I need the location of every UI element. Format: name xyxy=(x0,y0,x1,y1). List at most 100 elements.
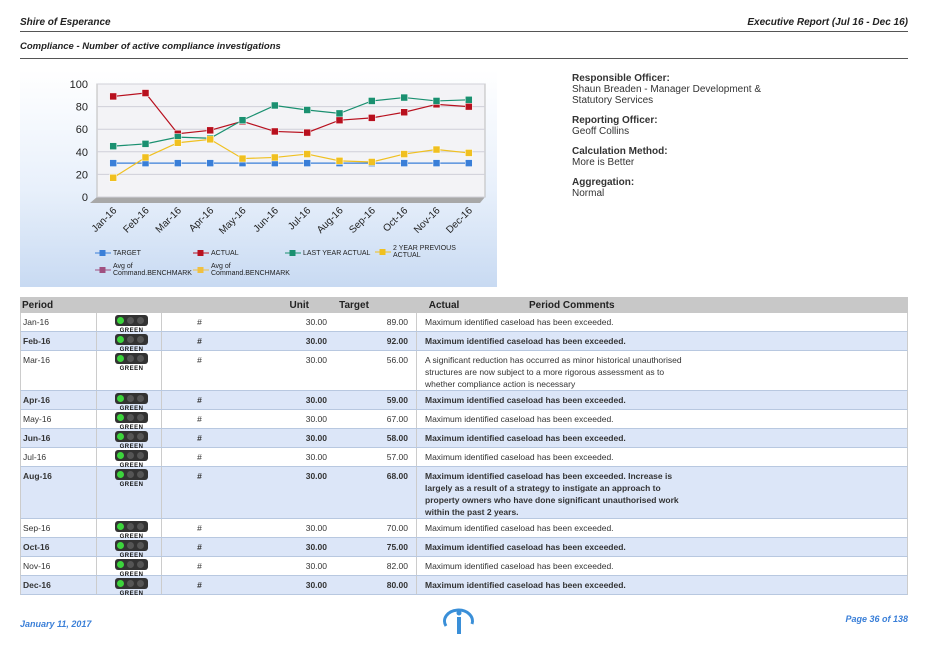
lamp xyxy=(117,355,124,362)
table-row: Jun-16 GREEN #30.00 58.00 Maximum identified… xyxy=(20,429,908,450)
cell: 56.00 xyxy=(327,351,417,390)
status-cell: GREEN xyxy=(96,429,162,450)
marker xyxy=(109,159,117,167)
lamp xyxy=(117,317,124,324)
marker xyxy=(400,108,408,116)
legend-item: ACTUAL xyxy=(193,249,283,257)
status-text: GREEN xyxy=(119,444,144,450)
marker xyxy=(109,142,117,150)
cell: Jul-16 xyxy=(23,452,47,462)
marker xyxy=(335,157,344,165)
marker xyxy=(368,97,376,105)
y-tick-label: 80 xyxy=(76,102,88,114)
status-text: GREEN xyxy=(119,425,144,431)
y-tick-label: 60 xyxy=(76,124,88,136)
table-row: Apr-16 GREEN #30.00 59.00 Maximum identified… xyxy=(20,391,908,412)
cell: 68.00 xyxy=(327,467,417,518)
status-cell: GREEN xyxy=(96,332,162,353)
lamp xyxy=(127,523,134,530)
legend-label: LAST YEAR ACTUAL xyxy=(303,249,371,257)
cell: Maximum identified caseload has been exc… xyxy=(425,471,679,517)
cell: # xyxy=(197,414,202,424)
cell: 30.00 xyxy=(305,580,327,590)
cell: # xyxy=(197,452,202,462)
legend-swatch xyxy=(193,250,209,256)
legend-marker xyxy=(197,267,204,273)
status-cell: GREEN xyxy=(96,351,162,390)
table-row: Sep-16 GREEN #30.00 70.00 Maximum identified… xyxy=(20,519,908,540)
legend-marker xyxy=(379,249,386,255)
cell: 30.00 xyxy=(305,336,327,346)
traffic-light xyxy=(115,315,148,326)
status-cell: GREEN xyxy=(96,576,162,597)
marker xyxy=(206,126,214,135)
lamp xyxy=(117,471,124,478)
legend-marker xyxy=(99,250,106,256)
cell: 30.00 xyxy=(305,414,327,424)
cell: Maximum identified caseload has been exc… xyxy=(425,523,614,533)
y-tick-label: 100 xyxy=(70,79,88,91)
cell: 30.00 xyxy=(305,355,327,365)
cell: 30.00 xyxy=(305,395,327,405)
lamp xyxy=(137,395,144,402)
column-header: Unit xyxy=(289,299,309,311)
cell: # xyxy=(197,561,202,571)
status-text: GREEN xyxy=(119,406,144,412)
cell: Oct-16 xyxy=(23,542,50,552)
cell: Maximum identified caseload has been exc… xyxy=(425,336,626,346)
marker xyxy=(141,153,150,162)
legend-swatch xyxy=(193,267,209,273)
marker xyxy=(109,174,117,182)
legend-swatch xyxy=(375,249,391,255)
cell: Maximum identified caseload has been exc… xyxy=(425,452,614,462)
lamp xyxy=(137,414,144,421)
table-row: Oct-16 GREEN #30.00 75.00 Maximum identified… xyxy=(20,538,908,559)
report-title: Executive Report (Jul 16 - Dec 16) xyxy=(747,17,908,28)
lamp xyxy=(117,523,124,530)
column-header: Actual xyxy=(428,299,460,311)
legend-swatch xyxy=(95,267,111,273)
marker xyxy=(400,150,408,158)
lamp xyxy=(127,395,134,402)
status-cell: GREEN xyxy=(96,448,162,469)
cell: 30.00 xyxy=(305,523,327,533)
cell: 82.00 xyxy=(327,557,417,575)
cell: 70.00 xyxy=(327,519,417,537)
traffic-light xyxy=(115,559,148,570)
lamp xyxy=(117,580,124,587)
cell: Sep-16 xyxy=(23,523,51,533)
lamp xyxy=(137,336,144,343)
marker xyxy=(432,145,441,154)
lamp xyxy=(127,561,134,568)
marker xyxy=(432,97,441,105)
cell: 30.00 xyxy=(305,452,327,462)
lamp xyxy=(127,317,134,324)
table-row: Aug-16 GREEN #30.00 68.00 Maximum identified… xyxy=(20,467,908,519)
legend-label: Avg of Command.BENCHMARK xyxy=(211,263,290,277)
lamp xyxy=(127,433,134,440)
x-tick-label: Nov-16 xyxy=(412,205,443,236)
lamp xyxy=(127,355,134,362)
lamp xyxy=(117,452,124,459)
cell: May-16 xyxy=(23,414,52,424)
legend-marker xyxy=(197,250,204,256)
lamp xyxy=(127,452,134,459)
status-text: GREEN xyxy=(119,366,144,372)
logo xyxy=(443,608,474,634)
marker xyxy=(465,159,473,167)
marker xyxy=(335,116,344,124)
x-tick-label: Aug-16 xyxy=(315,205,346,236)
table-row: Jul-16 GREEN #30.00 57.00 Maximum identified… xyxy=(20,448,908,469)
series-line xyxy=(112,138,469,179)
status-text: GREEN xyxy=(119,572,144,578)
column-header: Target xyxy=(339,299,369,311)
cell: Maximum identified caseload has been exc… xyxy=(425,317,614,327)
traffic-light xyxy=(115,521,148,532)
column-header: Period Comments xyxy=(529,299,615,311)
cell: 30.00 xyxy=(305,542,327,552)
traffic-light xyxy=(115,540,148,551)
cell: 57.00 xyxy=(327,448,417,466)
lamp xyxy=(137,471,144,478)
x-tick-label: Apr-16 xyxy=(187,205,216,234)
cell: 92.00 xyxy=(327,332,417,350)
